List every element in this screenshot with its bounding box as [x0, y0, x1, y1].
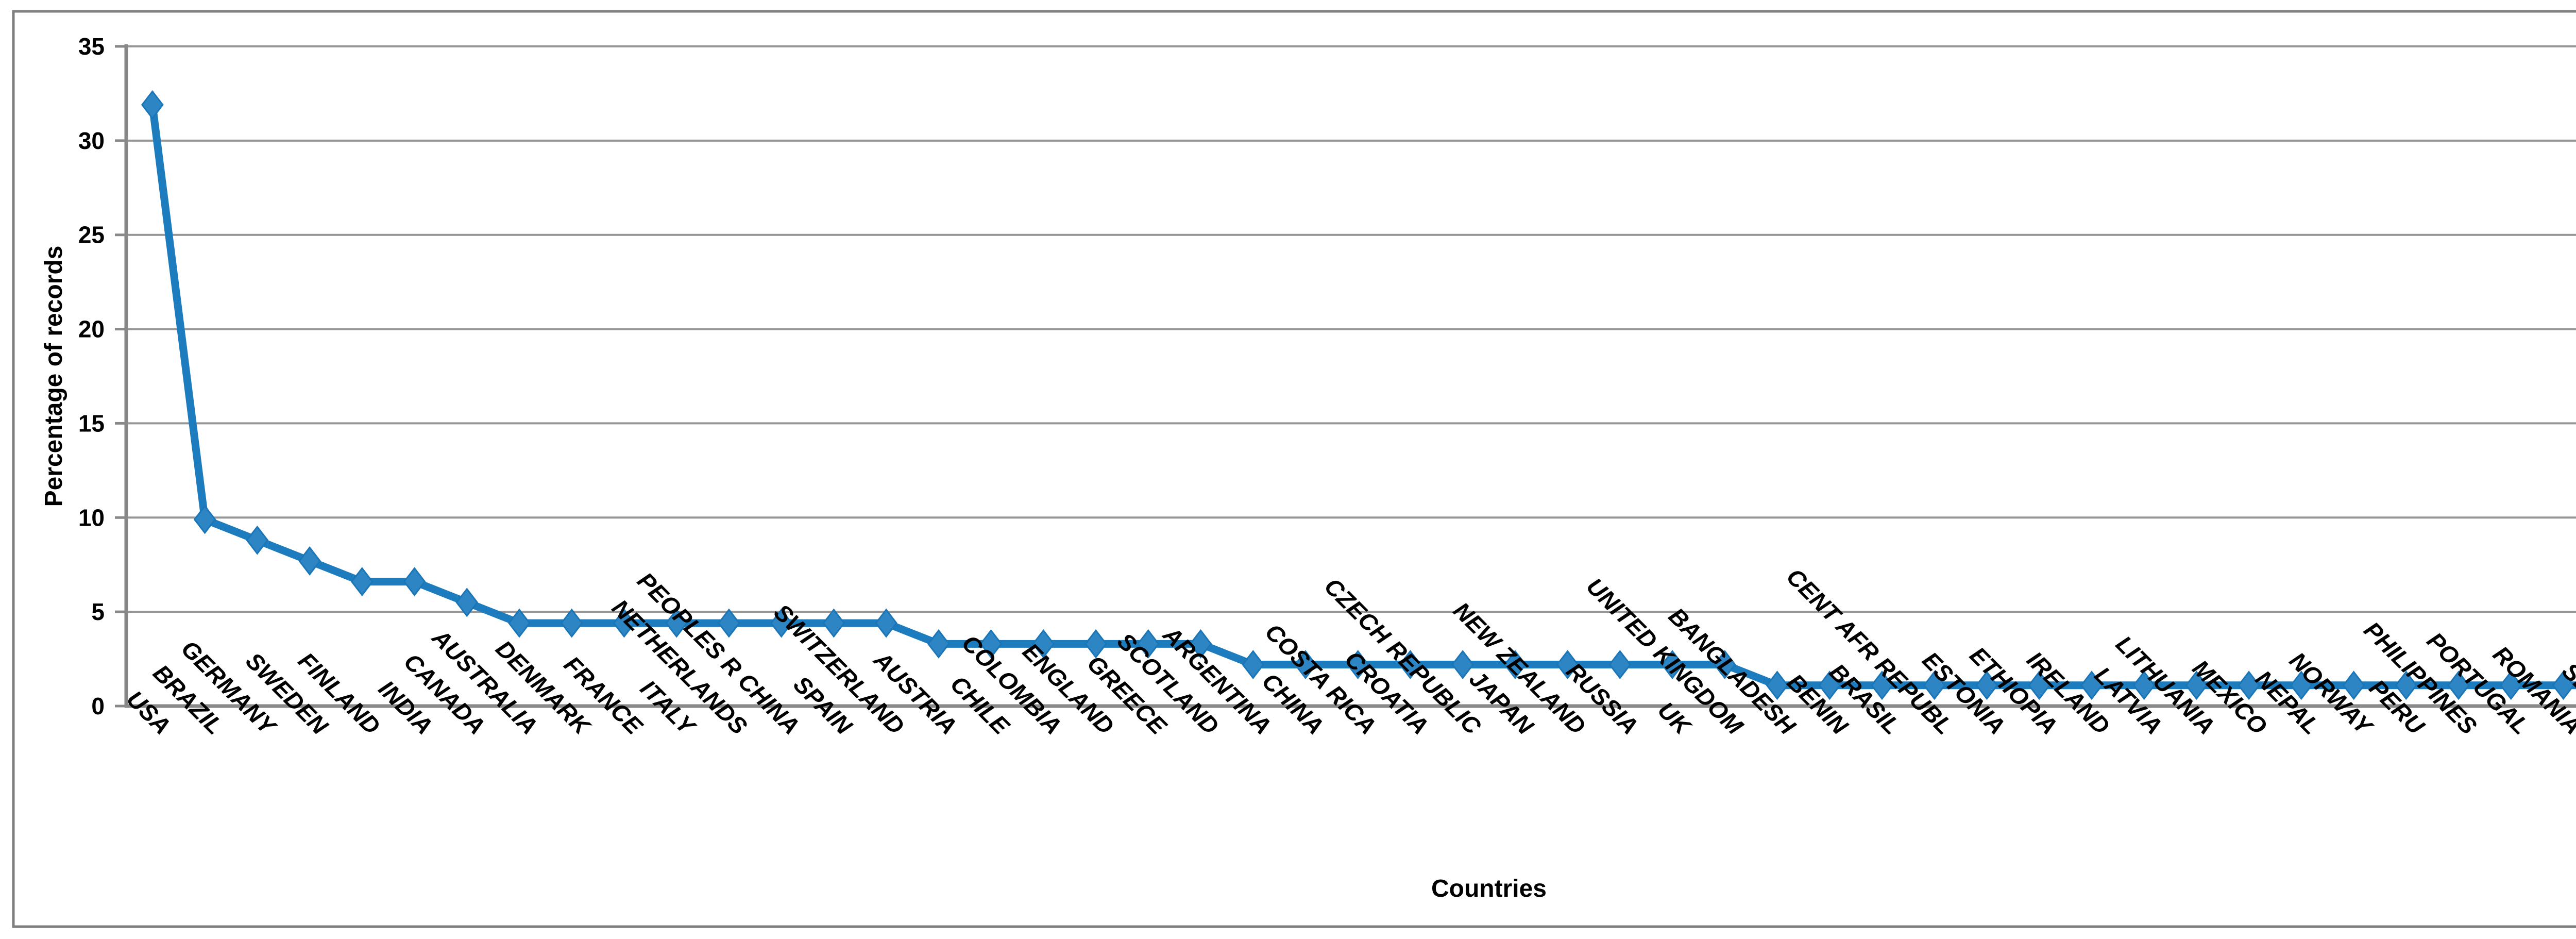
data-point-marker — [2238, 670, 2260, 700]
y-axis-tick-label: 25 — [78, 222, 105, 248]
y-axis-tick-label: 20 — [78, 316, 105, 343]
data-point-marker — [350, 567, 374, 597]
y-axis-tick-label: 35 — [78, 33, 105, 60]
axes — [115, 44, 2576, 708]
y-axis-tick-label: 10 — [78, 504, 105, 531]
data-point-marker — [2342, 670, 2365, 700]
data-point-marker — [246, 525, 269, 555]
data-point-marker — [613, 608, 636, 638]
data-point-marker — [770, 608, 793, 638]
y-axis-title: Percentage of records — [40, 246, 67, 507]
data-point-marker — [2185, 670, 2208, 700]
data-point-marker — [1294, 650, 1317, 680]
data-point-marker — [1399, 650, 1422, 680]
data-point-marker — [2499, 670, 2522, 700]
data-point-marker — [875, 608, 897, 638]
data-point-marker — [1923, 670, 1946, 700]
data-point-marker — [298, 546, 321, 576]
data-point-marker — [2132, 670, 2156, 700]
data-point-marker — [822, 608, 845, 638]
series-line — [148, 100, 2576, 690]
data-point-marker — [2447, 670, 2470, 700]
data-point-marker — [2080, 670, 2103, 700]
figure-border — [12, 10, 2576, 928]
data-point-marker — [403, 567, 426, 597]
y-axis-tick-label: 0 — [91, 693, 105, 719]
data-point-marker — [665, 608, 688, 638]
data-point-marker — [2290, 670, 2313, 700]
data-point-marker — [1242, 650, 1265, 680]
data-point-marker — [1032, 629, 1055, 659]
y-axis-tick-label: 30 — [78, 127, 105, 154]
y-tick-labels: 0 5 10 15 20 25 30 35 — [78, 33, 105, 719]
data-point-marker — [1713, 650, 1736, 680]
data-point-marker — [560, 608, 583, 638]
data-point-marker — [2552, 670, 2575, 700]
data-point-marker — [193, 505, 216, 534]
data-point-marker — [2395, 670, 2418, 700]
x-category-labels: USABRAZILGERMANYSWEDENFINLANDINDIACANADA… — [122, 563, 2576, 741]
data-point-marker — [927, 629, 950, 659]
data-point-marker — [1661, 650, 1684, 680]
data-point-marker — [718, 608, 740, 638]
data-point-marker — [2028, 670, 2051, 700]
data-series — [141, 90, 2576, 700]
x-axis-title: Countries — [1431, 875, 1547, 902]
data-point-marker — [979, 629, 1003, 659]
data-point-marker — [508, 608, 531, 638]
data-point-marker — [1871, 670, 1893, 700]
data-point-marker — [1189, 629, 1212, 659]
y-axis-tick-label: 15 — [78, 410, 105, 437]
data-point-marker — [141, 90, 164, 120]
data-point-marker — [1818, 670, 1841, 700]
y-axis-tick-label: 5 — [91, 598, 105, 625]
data-point-marker — [1975, 670, 1998, 700]
data-point-marker — [455, 588, 479, 617]
figure-frame — [12, 10, 2576, 928]
gridlines — [126, 45, 2576, 613]
data-point-marker — [1084, 629, 1107, 659]
data-point-marker — [1556, 650, 1579, 680]
data-point-marker — [1503, 650, 1527, 680]
data-point-marker — [1608, 650, 1632, 680]
data-point-marker — [1346, 650, 1369, 680]
data-point-marker — [1451, 650, 1475, 680]
data-point-marker — [1766, 670, 1789, 700]
x-axis-category-label: UK — [1653, 696, 1697, 741]
data-point-marker — [1137, 629, 1160, 659]
